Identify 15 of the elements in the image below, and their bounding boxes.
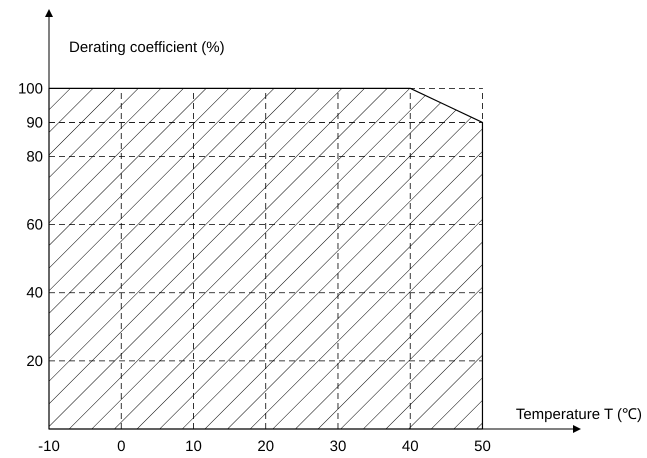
x-tick-label: 0 xyxy=(117,438,126,455)
x-tick-label: 30 xyxy=(330,438,346,455)
x-tick-label: -10 xyxy=(38,438,60,455)
x-tick-label: 50 xyxy=(474,438,491,455)
y-tick-label: 60 xyxy=(26,216,43,234)
y-tick-label: 100 xyxy=(18,80,43,98)
y-tick-label: 80 xyxy=(26,148,43,166)
y-tick-label: 90 xyxy=(26,114,43,132)
y-tick-label: 40 xyxy=(26,284,43,302)
x-tick-label: 20 xyxy=(257,438,274,455)
x-axis-title: Temperature T (℃) xyxy=(516,406,642,423)
y-tick-label: 20 xyxy=(26,352,43,370)
x-tick-label: 40 xyxy=(402,438,419,455)
y-axis-title: Derating coefficient (%) xyxy=(69,39,225,56)
x-tick-label: 10 xyxy=(185,438,202,455)
